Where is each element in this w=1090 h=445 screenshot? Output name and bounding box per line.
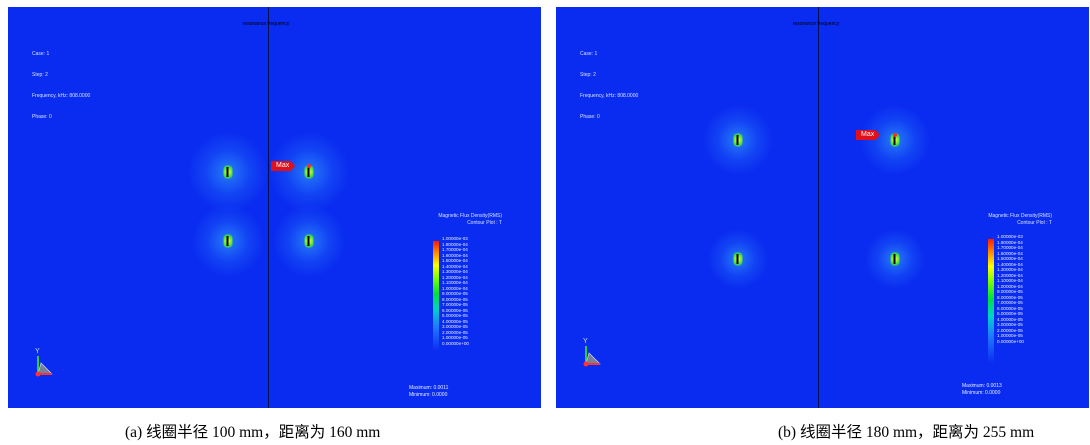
minimum-value: Minimum: 0.0000 — [409, 392, 448, 398]
legend-title-line: Magnetic Flux Density(RMS) — [988, 213, 1052, 219]
symmetry-axis-line — [818, 7, 819, 408]
coil-cross-section — [304, 234, 314, 248]
plot-header: resonance frequency — [792, 21, 840, 27]
coil-cross-section — [223, 234, 233, 248]
tick-label: 3.00000e-05 — [442, 324, 468, 329]
tick-label: 1.40000e-04 — [997, 261, 1023, 267]
axis-triad: Y — [580, 337, 606, 367]
tick-label: 0.00000e+00 — [997, 338, 1024, 344]
tick-label: 4.00000e-05 — [442, 318, 468, 324]
legend-title-line: Contour Plot : T — [467, 220, 502, 226]
colorbar — [988, 239, 994, 363]
coil-cross-section — [304, 165, 314, 179]
legend-title-line: Contour Plot : T — [1017, 220, 1052, 226]
tick-label: 9.00000e-05 — [997, 289, 1023, 294]
tick-label: 8.00000e-05 — [997, 294, 1023, 300]
tick-label: 1.80000e-04 — [997, 239, 1023, 245]
plot-header: resonance frequency — [242, 21, 290, 27]
simulation-info: Case: 1 Step: 2 Frequency, kHz: 808.0000… — [32, 44, 90, 128]
tick-label: 1.00000e-05 — [997, 333, 1023, 338]
axis-triad-icon: Y — [583, 338, 601, 367]
legend-title-line: Magnetic Flux Density(RMS) — [438, 213, 502, 219]
tick-label: 1.30000e-04 — [997, 267, 1023, 272]
tick-label: 1.50000e-04 — [997, 256, 1023, 261]
max-point-dot — [893, 133, 897, 137]
legend-title: Magnetic Flux Density(RMS) Contour Plot … — [988, 213, 1052, 227]
minimum-value: Minimum: 0.0000 — [962, 390, 1001, 396]
tick-label: 1.00000e-03 — [442, 236, 468, 241]
field-plot-panel-a: resonance frequency Case: 1 Step: 2 Freq… — [8, 7, 541, 408]
axis-triad-icon: Y — [35, 348, 53, 377]
axis-y-label: Y — [35, 348, 40, 355]
tick-label: 9.00000e-05 — [442, 291, 468, 296]
axis-y-label: Y — [583, 338, 588, 345]
tick-label: 1.00000e-04 — [997, 283, 1023, 289]
tick-label: 6.00000e-05 — [442, 307, 468, 313]
coil-cross-section — [733, 252, 743, 266]
legend-title: Magnetic Flux Density(RMS) Contour Plot … — [438, 213, 502, 227]
phase-label: Phase: 0 — [580, 114, 600, 120]
tick-label: 7.00000e-05 — [997, 300, 1023, 305]
tick-label: 1.00000e-03 — [997, 234, 1023, 239]
tick-label: 2.00000e-05 — [442, 329, 468, 335]
tick-label: 5.00000e-05 — [997, 311, 1023, 316]
axis-triad: Y — [32, 347, 58, 377]
phase-label: Phase: 0 — [32, 114, 52, 120]
min-max-readout: Maximum: 0.0013 Minimum: 0.0000 — [962, 383, 1002, 397]
tick-label: 3.00000e-05 — [997, 322, 1023, 327]
tick-label: 1.50000e-04 — [442, 258, 468, 263]
tick-label: 5.00000e-05 — [442, 313, 468, 318]
tick-label: 8.00000e-05 — [442, 296, 468, 302]
colorbar-tick-labels: 1.00000e-03 1.80000e-04 1.70000e-04 1.60… — [997, 234, 1024, 344]
tick-label: 1.00000e-05 — [442, 335, 468, 340]
tick-label: 1.70000e-04 — [442, 247, 468, 252]
tick-label: 1.70000e-04 — [997, 245, 1023, 250]
maximum-value: Maximum: 0.0013 — [962, 383, 1002, 389]
frequency-label: Frequency, kHz: 808.0000 — [580, 93, 639, 99]
min-max-readout: Maximum: 0.0011 Minimum: 0.0000 — [409, 385, 448, 399]
max-marker: Max — [271, 161, 296, 171]
tick-label: 4.00000e-05 — [997, 316, 1023, 322]
coil-cross-section — [890, 252, 900, 266]
caption-a: (a) 线圈半径 100 mm，距离为 160 mm — [125, 424, 381, 441]
tick-label: 1.40000e-04 — [442, 263, 468, 269]
tick-label: 0.00000e+00 — [442, 340, 469, 346]
tick-label: 1.00000e-04 — [442, 285, 468, 291]
coil-cross-section — [223, 165, 233, 179]
tick-label: 7.00000e-05 — [442, 302, 468, 307]
field-plot-panel-b: resonance frequency Case: 1 Step: 2 Freq… — [556, 7, 1089, 408]
tick-label: 1.10000e-04 — [997, 278, 1023, 283]
tick-label: 1.30000e-04 — [442, 269, 468, 274]
case-label: Case: 1 — [580, 51, 598, 57]
simulation-info: Case: 1 Step: 2 Frequency, kHz: 808.0000… — [580, 44, 638, 128]
max-marker: Max — [856, 130, 881, 140]
coil-cross-section — [733, 133, 743, 147]
tick-label: 1.10000e-04 — [442, 280, 468, 285]
case-label: Case: 1 — [32, 51, 50, 57]
maximum-value: Maximum: 0.0011 — [409, 385, 449, 391]
colorbar-tick-labels: 1.00000e-03 1.80000e-04 1.70000e-04 1.60… — [442, 236, 469, 346]
tick-label: 1.80000e-04 — [442, 241, 468, 247]
tick-label: 1.20000e-04 — [442, 274, 468, 280]
tick-label: 6.00000e-05 — [997, 305, 1023, 311]
tick-label: 1.20000e-04 — [997, 272, 1023, 278]
colorbar — [433, 241, 439, 351]
caption-b: (b) 线圈半径 180 mm，距离为 255 mm — [778, 424, 1035, 441]
step-label: Step: 2 — [580, 72, 596, 78]
coil-cross-section — [890, 133, 900, 147]
tick-label: 2.00000e-05 — [997, 327, 1023, 333]
max-point-dot — [307, 164, 311, 168]
frequency-label: Frequency, kHz: 808.0000 — [32, 93, 91, 99]
tick-label: 1.60000e-04 — [997, 250, 1023, 256]
tick-label: 1.60000e-04 — [442, 252, 468, 258]
symmetry-axis-line — [268, 7, 269, 408]
step-label: Step: 2 — [32, 72, 48, 78]
